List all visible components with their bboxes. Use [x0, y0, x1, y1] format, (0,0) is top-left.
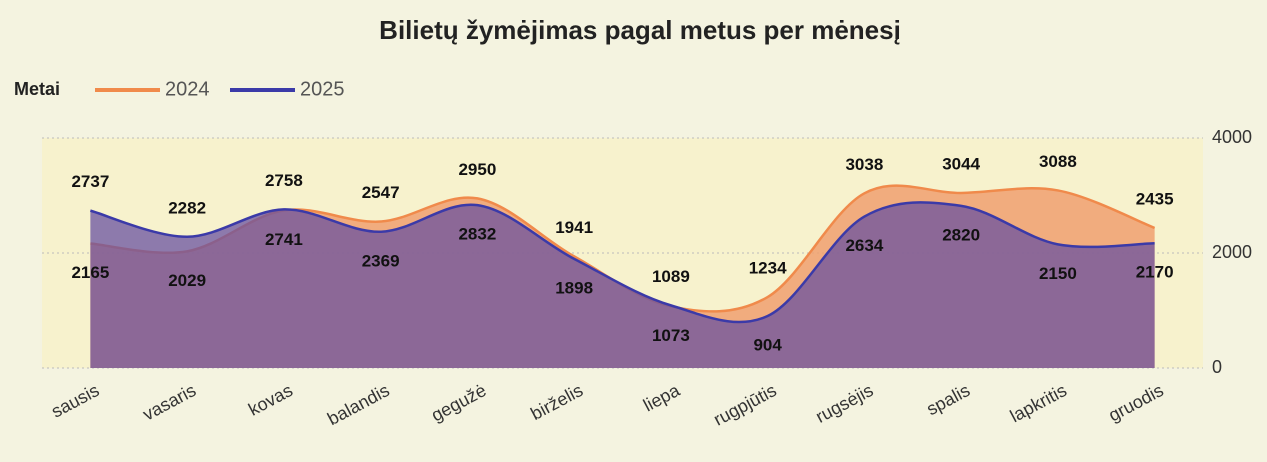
data-label: 2150: [1039, 264, 1077, 283]
data-label: 3088: [1039, 152, 1077, 171]
data-label: 2165: [71, 263, 109, 282]
data-label: 1941: [555, 218, 593, 237]
series-line: [90, 201, 1155, 324]
data-label: 2435: [1136, 189, 1174, 208]
data-label: 1073: [652, 326, 690, 345]
data-label: 1089: [652, 267, 690, 286]
data-label: 2820: [942, 225, 980, 244]
data-label: 2029: [168, 271, 206, 290]
data-label: 2737: [71, 172, 109, 191]
data-label: 2758: [265, 171, 303, 190]
data-label: 2369: [362, 251, 400, 270]
chart-title: Bilietų žymėjimas pagal metus per mėnesį: [379, 15, 901, 45]
data-label: 3038: [845, 155, 883, 174]
legend-label: 2024: [165, 78, 210, 100]
data-label: 2950: [458, 160, 496, 179]
data-label: 904: [753, 336, 782, 355]
legend-label: 2025: [300, 78, 345, 100]
data-label: 2832: [458, 225, 496, 244]
data-label: 1234: [749, 259, 787, 278]
y-tick-label: 4000: [1212, 127, 1252, 147]
data-label: 2170: [1136, 263, 1174, 282]
y-tick-label: 2000: [1212, 242, 1252, 262]
data-label: 1898: [555, 278, 593, 297]
data-label: 2741: [265, 230, 303, 249]
data-label: 2547: [362, 183, 400, 202]
y-tick-label: 0: [1212, 357, 1222, 377]
data-label: 2634: [845, 236, 883, 255]
data-label: 3044: [942, 154, 980, 173]
data-label: 2282: [168, 198, 206, 217]
legend-title: Metai: [14, 79, 60, 99]
